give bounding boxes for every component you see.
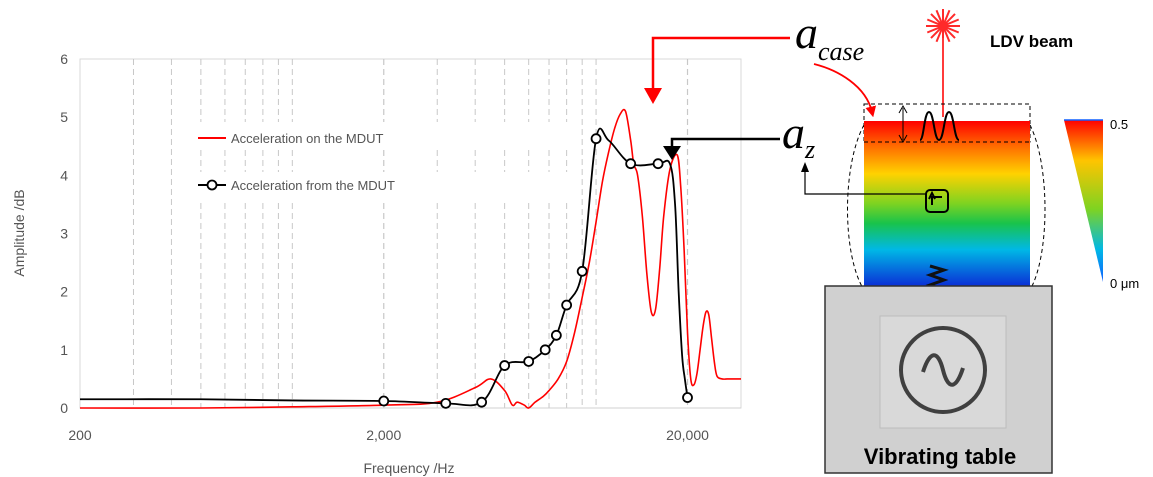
- laser-ray: [943, 29, 951, 43]
- series-marker: [550, 329, 562, 341]
- y-axis-label: Amplitude /dB: [11, 189, 27, 276]
- a-case-arrowhead: [644, 88, 662, 104]
- laser-ray: [946, 26, 960, 34]
- y-tick-label: 4: [60, 167, 68, 183]
- displacement-arrowhead-down: [898, 134, 908, 144]
- x-tick-label: 200: [68, 427, 92, 443]
- ldv-beam-label: LDV beam: [990, 32, 1073, 51]
- case-dashed-ellipse: [847, 124, 1046, 291]
- series-marker: [576, 265, 588, 277]
- y-tick-label: 1: [60, 342, 68, 358]
- rotation-icon: [925, 189, 949, 213]
- series-marker: [378, 395, 390, 407]
- y-axis-ticks: 0 1 2 3 4 5 6: [60, 51, 68, 416]
- a-z-subscript: z: [804, 135, 815, 164]
- a-z-arrowhead: [663, 146, 681, 160]
- laser-ray: [945, 28, 956, 39]
- series-marker: [590, 133, 602, 145]
- series-marker: [499, 360, 511, 371]
- y-tick-label: 3: [60, 226, 68, 242]
- mdut-schematic: LDV beam Vibrating table: [801, 9, 1139, 474]
- a-case-arrow: [651, 36, 790, 98]
- series-lines: [79, 108, 741, 409]
- sine-source-icon: [899, 326, 987, 414]
- laser-ray: [945, 13, 956, 24]
- laser-ray: [935, 9, 943, 23]
- x-tick-label: 2,000: [366, 427, 401, 443]
- laser-icon: [926, 9, 960, 43]
- lateral-arrowhead: [801, 162, 809, 172]
- series-marker: [539, 344, 551, 356]
- x-axis-ticks: 200 2,000 20,000: [68, 427, 709, 443]
- y-tick-label: 2: [60, 284, 68, 300]
- series-marker: [652, 158, 664, 170]
- plot-area: [79, 58, 742, 409]
- top-spring-icon: [919, 110, 960, 142]
- legend: Acceleration on the MDUT Acceleration fr…: [198, 131, 395, 193]
- frequency-response-chart: 0 1 2 3 4 5 6 200 2,000 20,000 Acceleration on t…: [11, 51, 742, 476]
- x-tick-label: 20,000: [666, 427, 709, 443]
- legend-label-series-1: Acceleration on the MDUT: [231, 131, 384, 146]
- series-marker: [625, 158, 637, 170]
- case-pointer-arrow: [813, 63, 877, 118]
- colorbar-min-label: 0 μm: [1110, 276, 1139, 291]
- legend-marker-black: [206, 179, 218, 191]
- vibrating-table-label: Vibrating table: [864, 444, 1016, 469]
- a-z-annotation: az: [663, 107, 815, 164]
- colorbar-max-label: 0.5: [1110, 117, 1128, 132]
- grid-lines: [80, 59, 741, 409]
- y-tick-label: 5: [60, 109, 68, 125]
- laser-ray: [926, 18, 940, 26]
- colorbar: [1064, 120, 1103, 282]
- laser-ray: [943, 9, 951, 23]
- laser-ray: [930, 13, 941, 24]
- series-marker: [476, 396, 488, 408]
- sine-wave-icon: [921, 353, 965, 387]
- a-case-symbol: acase: [795, 7, 864, 66]
- a-z-symbol: az: [782, 107, 815, 164]
- series-marker: [523, 356, 535, 367]
- series-marker: [440, 397, 452, 409]
- a-case-annotation: acase: [644, 7, 864, 104]
- y-tick-label: 0: [60, 400, 68, 416]
- displacement-arrowhead-up: [898, 104, 908, 114]
- laser-ray: [926, 26, 940, 34]
- x-axis-label: Frequency /Hz: [363, 460, 454, 476]
- laser-ray: [946, 18, 960, 26]
- lateral-pointer-arrow: [804, 170, 926, 195]
- laser-ray: [935, 29, 943, 43]
- series-marker: [561, 299, 573, 311]
- a-case-subscript: case: [818, 37, 864, 66]
- y-tick-label: 6: [60, 51, 68, 67]
- laser-ray: [930, 28, 941, 39]
- legend-label-series-2: Acceleration from the MDUT: [231, 178, 395, 193]
- series-marker: [682, 392, 693, 403]
- laser-core: [938, 21, 948, 31]
